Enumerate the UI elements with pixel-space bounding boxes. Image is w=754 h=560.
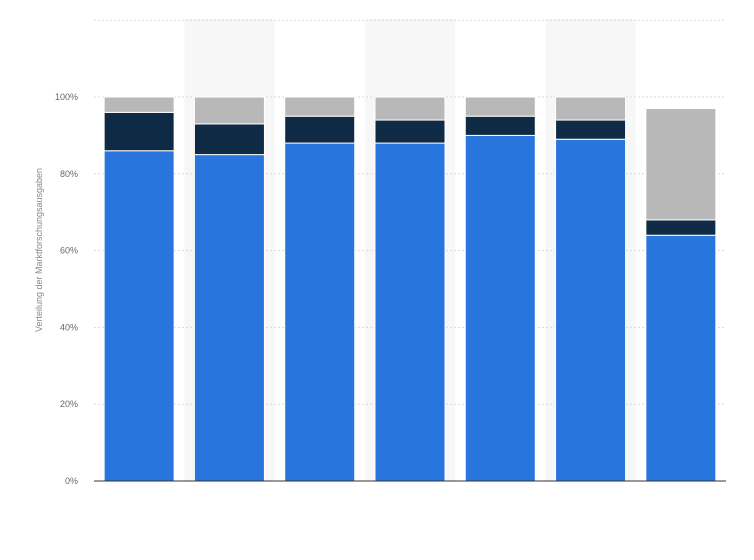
bar-segment xyxy=(103,111,175,152)
bar-segment xyxy=(374,142,446,482)
bar-segment xyxy=(103,150,175,482)
bar-segment xyxy=(555,96,627,121)
y-tick-label: 40% xyxy=(60,322,78,332)
bar-segment xyxy=(284,115,356,144)
bar-segment xyxy=(464,134,536,482)
bar-segment xyxy=(284,142,356,482)
y-tick-label: 0% xyxy=(65,476,78,486)
bar-segment xyxy=(555,138,627,482)
bar-segment xyxy=(645,219,717,236)
y-tick-label: 60% xyxy=(60,246,78,256)
bar-segment xyxy=(193,154,265,482)
bar-segment xyxy=(193,96,265,125)
bar-segment xyxy=(284,96,356,117)
bar-segment xyxy=(374,96,446,121)
bar-segment xyxy=(464,115,536,136)
bar-segment xyxy=(374,119,446,144)
bar-segments xyxy=(103,96,717,482)
y-tick-label: 100% xyxy=(55,92,78,102)
bar-segment xyxy=(464,96,536,117)
y-axis-title: Verteilung der Marktforschungsausgaben xyxy=(34,168,44,332)
bar-segment xyxy=(103,96,175,113)
bar-segment xyxy=(645,108,717,221)
bar-segment xyxy=(555,119,627,140)
bar-segment xyxy=(193,123,265,156)
bar-segment xyxy=(645,234,717,482)
y-tick-label: 80% xyxy=(60,169,78,179)
y-tick-label: 20% xyxy=(60,399,78,409)
y-tick-labels: 0% 20% 40% 60% 80% 100% xyxy=(55,92,78,486)
